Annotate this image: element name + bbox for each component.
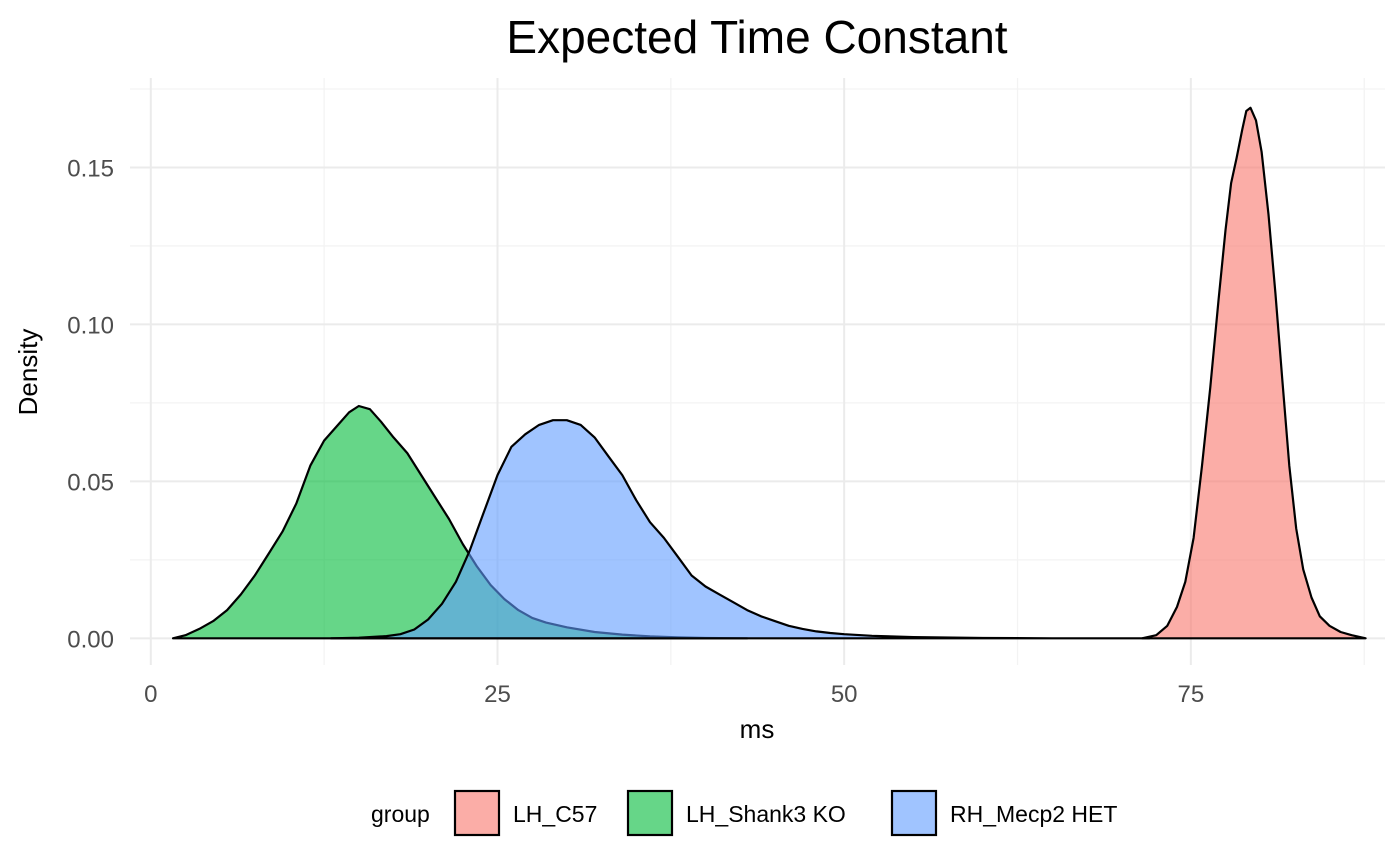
legend: group LH_C57 LH_Shank3 KO RH_Mecp2 HET [371, 789, 1117, 837]
density-series-lh-c57 [1141, 106, 1367, 640]
x-tick-label: 50 [831, 681, 858, 708]
y-tick-label: 0.05 [67, 469, 114, 496]
x-axis-ticks: 0 25 50 75 [144, 681, 1204, 708]
y-tick-label: 0.10 [67, 312, 114, 339]
chart-title: Expected Time Constant [506, 11, 1007, 63]
legend-entry-label: LH_C57 [513, 801, 597, 827]
y-axis-label: Density [13, 329, 43, 416]
legend-key-swatch [626, 789, 674, 837]
density-series-rh-mecp2-het [330, 419, 1151, 640]
x-axis-label: ms [740, 714, 775, 744]
x-tick-label: 0 [144, 681, 157, 708]
legend-key-swatch [453, 789, 501, 837]
density-series-layer [171, 106, 1367, 640]
legend-entry-label: RH_Mecp2 HET [950, 801, 1117, 827]
y-axis-ticks: 0.00 0.05 0.10 0.15 [67, 155, 114, 653]
x-tick-label: 75 [1178, 681, 1205, 708]
x-tick-label: 25 [484, 681, 511, 708]
legend-key-swatch [890, 789, 938, 837]
y-tick-label: 0.15 [67, 155, 114, 182]
legend-entry-label: LH_Shank3 KO [686, 801, 846, 827]
legend-title: group [371, 801, 430, 827]
y-tick-label: 0.00 [67, 626, 114, 653]
